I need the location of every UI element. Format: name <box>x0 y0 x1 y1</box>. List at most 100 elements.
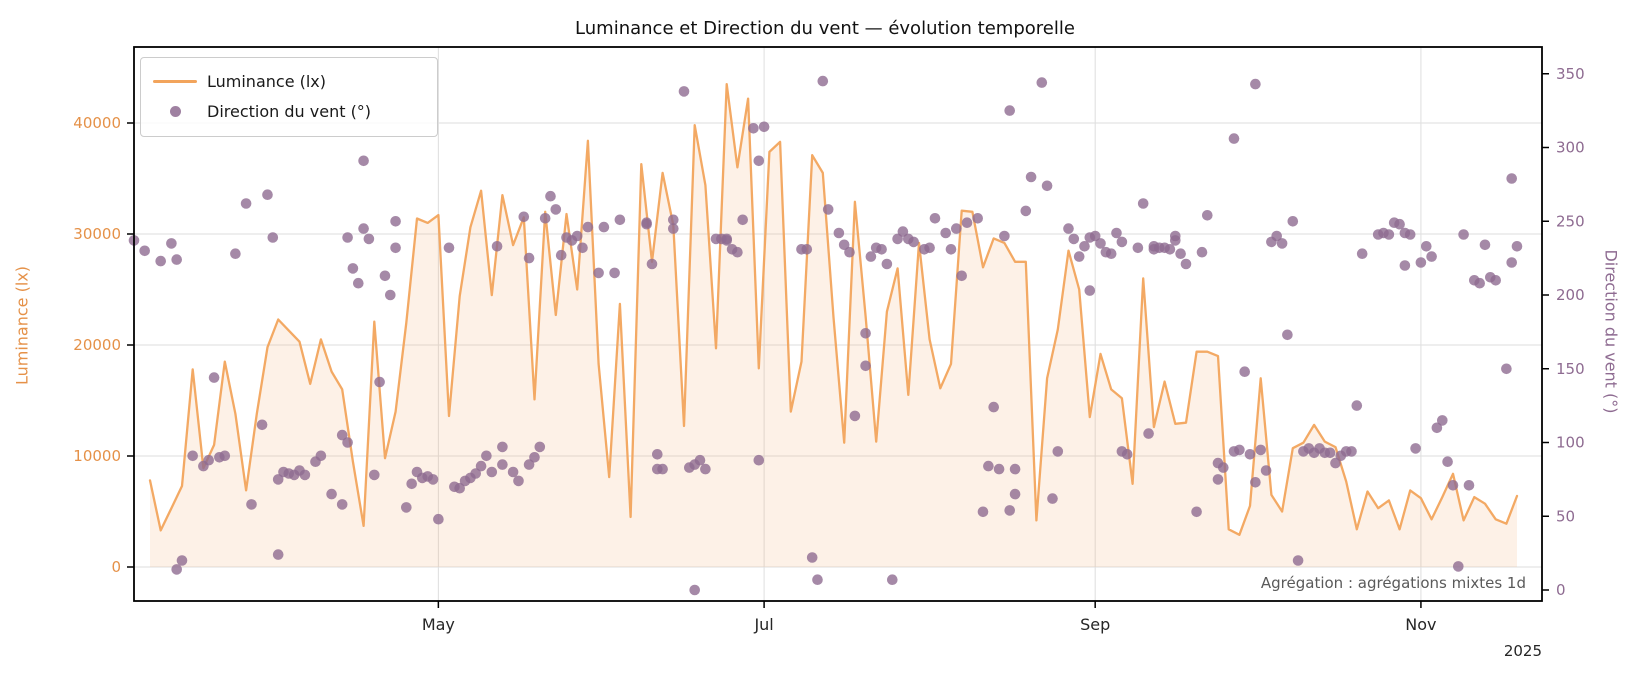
wind-direction-dot <box>1255 444 1266 456</box>
wind-direction-dot <box>577 242 588 254</box>
right-axis-label: Direction du vent (°) <box>1601 249 1621 414</box>
wind-direction-dot <box>256 419 268 431</box>
wind-direction-dot <box>1164 244 1176 255</box>
wind-direction-dot <box>748 123 759 134</box>
wind-direction-dot <box>1442 456 1453 468</box>
wind-direction-dot <box>176 555 188 566</box>
right-tick-label: 250 <box>1556 212 1585 230</box>
wind-direction-dot <box>1004 105 1015 116</box>
wind-direction-dot <box>929 213 941 224</box>
wind-direction-dot <box>1511 241 1523 252</box>
wind-direction-dot <box>721 235 732 246</box>
dot-swatch-icon <box>153 105 197 117</box>
wind-direction-dot <box>1020 205 1032 217</box>
wind-direction-dot <box>401 502 412 513</box>
wind-direction-dot <box>1068 233 1080 245</box>
wind-direction-dot <box>1105 248 1117 259</box>
wind-direction-dot <box>1244 449 1256 460</box>
wind-direction-dot <box>443 242 455 254</box>
wind-direction-dot <box>155 255 166 267</box>
wind-direction-dot <box>1009 463 1021 475</box>
wind-direction-dot <box>1089 230 1101 242</box>
wind-direction-dot <box>374 376 385 388</box>
wind-direction-dot <box>678 86 690 97</box>
wind-direction-dot <box>272 474 284 485</box>
left-tick-label: 0 <box>111 558 121 576</box>
wind-direction-dot <box>908 236 919 248</box>
left-tick-label: 40000 <box>73 114 121 132</box>
wind-direction-dot <box>342 437 353 448</box>
wind-direction-dot <box>427 474 439 485</box>
plot-border <box>133 46 1543 602</box>
wind-direction-dot <box>999 230 1010 242</box>
wind-direction-dot <box>1170 235 1181 246</box>
wind-direction-dot <box>881 258 893 270</box>
wind-direction-dot <box>801 244 813 255</box>
wind-direction-dot <box>1287 216 1299 227</box>
wind-direction-dot <box>1234 444 1245 456</box>
wind-direction-dot <box>822 204 834 215</box>
wind-direction-dot <box>737 214 748 226</box>
wind-direction-dot <box>876 244 887 255</box>
wind-direction-dot <box>1025 171 1037 183</box>
wind-direction-dot <box>390 216 401 227</box>
wind-direction-dot <box>1073 251 1085 262</box>
wind-direction-dot <box>262 189 273 200</box>
right-tick-label: 0 <box>1556 581 1566 599</box>
wind-direction-dot <box>860 328 871 339</box>
wind-direction-dot <box>1506 257 1517 268</box>
wind-direction-dot <box>406 478 418 490</box>
wind-direction-dot <box>838 239 850 251</box>
wind-direction-dot <box>732 246 743 258</box>
left-tick-label: 10000 <box>73 447 121 465</box>
chart-title: Luminance et Direction du vent — évoluti… <box>575 18 1075 39</box>
wind-direction-dot <box>1447 480 1459 491</box>
wind-direction-dot <box>1399 260 1411 271</box>
wind-direction-dot <box>844 246 855 258</box>
legend: Luminance (lx) Direction du vent (°) <box>140 57 438 137</box>
wind-direction-dot <box>369 469 380 481</box>
wind-direction-dot <box>518 211 530 223</box>
wind-direction-dot <box>1137 198 1149 209</box>
x-tick-label: Nov <box>1405 615 1436 634</box>
wind-direction-dot <box>1501 363 1512 375</box>
wind-direction-dot <box>1282 329 1293 341</box>
wind-direction-dot <box>513 475 524 487</box>
wind-direction-dot <box>614 214 626 226</box>
wind-direction-dot <box>1121 449 1133 460</box>
wind-direction-dot <box>1479 239 1491 251</box>
wind-direction-dot <box>1383 229 1395 240</box>
luminance-line <box>148 82 1519 536</box>
wind-direction-dot <box>240 198 252 209</box>
right-tick-label: 300 <box>1556 139 1585 157</box>
wind-direction-dot <box>139 245 150 257</box>
wind-direction-dot <box>700 463 711 475</box>
wind-direction-dot <box>1458 229 1469 240</box>
right-tick-label: 150 <box>1556 360 1585 378</box>
legend-item-luminance: Luminance (lx) <box>153 66 425 96</box>
wind-direction-dot <box>1490 275 1501 286</box>
wind-direction-dot <box>246 499 257 510</box>
wind-direction-dot <box>1356 248 1368 259</box>
wind-direction-dot <box>219 450 231 462</box>
wind-direction-dot <box>454 482 466 494</box>
wind-direction-dot <box>171 254 182 265</box>
wind-direction-dot <box>166 238 177 249</box>
wind-direction-dot <box>1047 493 1058 504</box>
wind-direction-dot <box>641 218 652 230</box>
wind-direction-dot <box>347 263 359 274</box>
wind-direction-dot <box>171 564 182 575</box>
wind-direction-dot <box>924 242 935 254</box>
right-tick-label: 350 <box>1556 65 1585 83</box>
line-swatch-icon <box>153 79 197 83</box>
wind-direction-dot <box>598 221 610 233</box>
wind-direction-dot <box>1404 229 1416 240</box>
wind-direction-dot <box>1212 474 1224 485</box>
wind-direction-dot <box>1116 236 1128 248</box>
wind-direction-dot <box>358 155 369 167</box>
wind-direction-dot <box>1111 227 1122 239</box>
wind-direction-dot <box>993 463 1005 475</box>
wind-direction-dot <box>555 249 567 261</box>
wind-direction-dot <box>897 226 909 237</box>
